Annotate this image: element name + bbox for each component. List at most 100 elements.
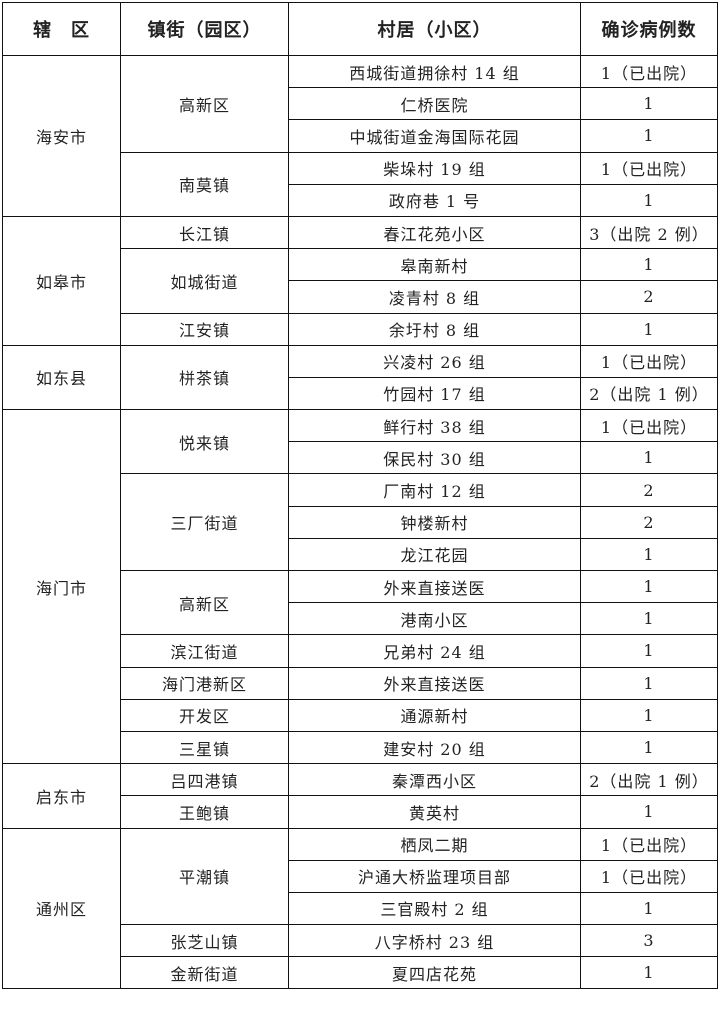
community-cell: 港南小区 (288, 602, 581, 636)
cases-cell: 1 (580, 956, 718, 990)
town-cell: 长江镇 (120, 215, 289, 250)
case-table: 辖 区 镇街（园区） 村居（小区） 确诊病例数 海安市 高新区 西城街道拥徐村 14… (2, 2, 718, 990)
cases-cell: 1 (580, 666, 718, 700)
town-cell: 江安镇 (120, 312, 289, 346)
cases-cell: 1 (580, 183, 718, 217)
community-cell: 兄弟村 24 组 (288, 634, 581, 668)
town-cell: 开发区 (120, 698, 289, 732)
table-row: 开发区 通源新村 1 (3, 698, 718, 732)
community-cell: 通源新村 (288, 698, 581, 732)
table-row: 仁桥医院 1 (3, 87, 718, 121)
community-cell: 兴凌村 26 组 (288, 344, 581, 378)
cases-cell: 1 (580, 634, 718, 668)
community-cell: 钟楼新村 (288, 505, 581, 539)
cases-cell: 2 (580, 473, 718, 507)
cases-cell: 2 (580, 280, 718, 314)
community-cell: 栖凤二期 (288, 827, 581, 861)
town-cell: 海门港新区 (120, 666, 289, 700)
table-row: 钟楼新村 2 (3, 505, 718, 539)
table-row: 如皋市 长江镇 春江花苑小区 3（出院 2 例） (2, 215, 718, 346)
cases-cell: 1 (580, 795, 718, 829)
cases-cell: 1（已出院） (580, 54, 718, 89)
table-row: 如城街道 皋南新村 1 (3, 248, 718, 314)
district-cell: 如东县 (2, 344, 121, 411)
community-cell: 春江花苑小区 (288, 215, 581, 250)
cases-cell: 1 (580, 537, 718, 572)
community-cell: 竹园村 17 组 (288, 376, 581, 411)
cases-cell: 1（已出院） (580, 344, 718, 378)
town-cell: 高新区 (120, 55, 289, 153)
town-cell: 金新街道 (120, 956, 289, 990)
cases-cell: 1 (580, 441, 718, 475)
cases-cell: 1 (580, 698, 718, 732)
table-row: 金新街道 夏四店花苑 1 (3, 956, 718, 990)
town-cell: 如城街道 (120, 248, 289, 314)
town-cell: 张芝山镇 (120, 924, 289, 958)
table-row: 沪通大桥监理项目部 1（已出院） (3, 859, 718, 893)
cases-cell: 1 (580, 312, 718, 346)
community-cell: 外来直接送医 (288, 666, 581, 700)
community-cell: 政府巷 1 号 (288, 183, 581, 217)
district-cell: 海安市 (2, 55, 121, 217)
header-town: 镇街（园区） (120, 2, 289, 56)
table-row: 海门港新区 外来直接送医 1 (3, 666, 718, 700)
cases-cell: 1（已出院） (580, 827, 718, 861)
community-cell: 厂南村 12 组 (288, 473, 581, 507)
district-cell: 海门市 (2, 409, 121, 765)
cases-cell: 2（出院 1 例） (580, 763, 718, 797)
cases-cell: 3 (580, 924, 718, 958)
town-cell: 滨江街道 (120, 634, 289, 668)
cases-cell: 1 (580, 602, 718, 636)
cases-cell: 1 (580, 87, 718, 121)
town-cell: 栟茶镇 (120, 344, 289, 411)
town-cell: 三厂街道 (120, 473, 289, 571)
cases-cell: 1 (580, 891, 718, 926)
community-cell: 中城街道金海国际花园 (288, 119, 581, 153)
district-cell: 如皋市 (2, 215, 121, 346)
cases-cell: 1（已出院） (580, 409, 718, 443)
community-cell: 柴垛村 19 组 (288, 151, 581, 185)
cases-cell: 1 (580, 119, 718, 153)
district-cell: 启东市 (2, 763, 121, 829)
town-cell: 王鲍镇 (120, 795, 289, 829)
community-cell: 外来直接送医 (288, 569, 581, 604)
table-row: 通州区 平潮镇 栖凤二期 1（已出院） (2, 827, 718, 990)
header-community: 村居（小区） (288, 2, 581, 56)
cases-cell: 1 (580, 730, 718, 765)
community-cell: 三官殿村 2 组 (288, 891, 581, 926)
town-cell: 三星镇 (120, 730, 289, 765)
community-cell: 沪通大桥监理项目部 (288, 859, 581, 893)
community-cell: 龙江花园 (288, 537, 581, 572)
cases-cell: 1 (580, 248, 718, 282)
community-cell: 八字桥村 23 组 (288, 924, 581, 958)
table-row: 如东县 栟茶镇 兴凌村 26 组 1（已出院） (2, 344, 718, 411)
cases-cell: 1（已出院） (580, 151, 718, 185)
town-cell: 高新区 (120, 569, 289, 636)
community-cell: 余圩村 8 组 (288, 312, 581, 346)
community-cell: 皋南新村 (288, 248, 581, 282)
town-cell: 南莫镇 (120, 151, 289, 217)
town-cell: 吕四港镇 (120, 763, 289, 797)
cases-cell: 1 (580, 569, 718, 604)
table-row: 海安市 高新区 西城街道拥徐村 14 组 1（已出院） (2, 54, 718, 217)
table-row: 龙江花园 1 (3, 537, 718, 572)
district-cell: 通州区 (2, 827, 121, 990)
cases-cell: 2（出院 1 例） (580, 376, 718, 411)
cases-cell: 1（已出院） (580, 859, 718, 893)
cases-cell: 2 (580, 505, 718, 539)
table-body: 海安市 高新区 西城街道拥徐村 14 组 1（已出院） 仁桥医院 1 中城街道金海国际花园 1… (2, 54, 718, 990)
community-cell: 黄英村 (288, 795, 581, 829)
community-cell: 凌青村 8 组 (288, 280, 581, 314)
community-cell: 建安村 20 组 (288, 730, 581, 765)
table-row: 海门市 悦来镇 鲜行村 38 组 1（已出院） (2, 409, 718, 765)
table-row: 启东市 吕四港镇 秦潭西小区 2（出院 1 例） (2, 763, 718, 829)
community-cell: 夏四店花苑 (288, 956, 581, 990)
table-row: 南莫镇 柴垛村 19 组 1（已出院） (3, 151, 718, 217)
